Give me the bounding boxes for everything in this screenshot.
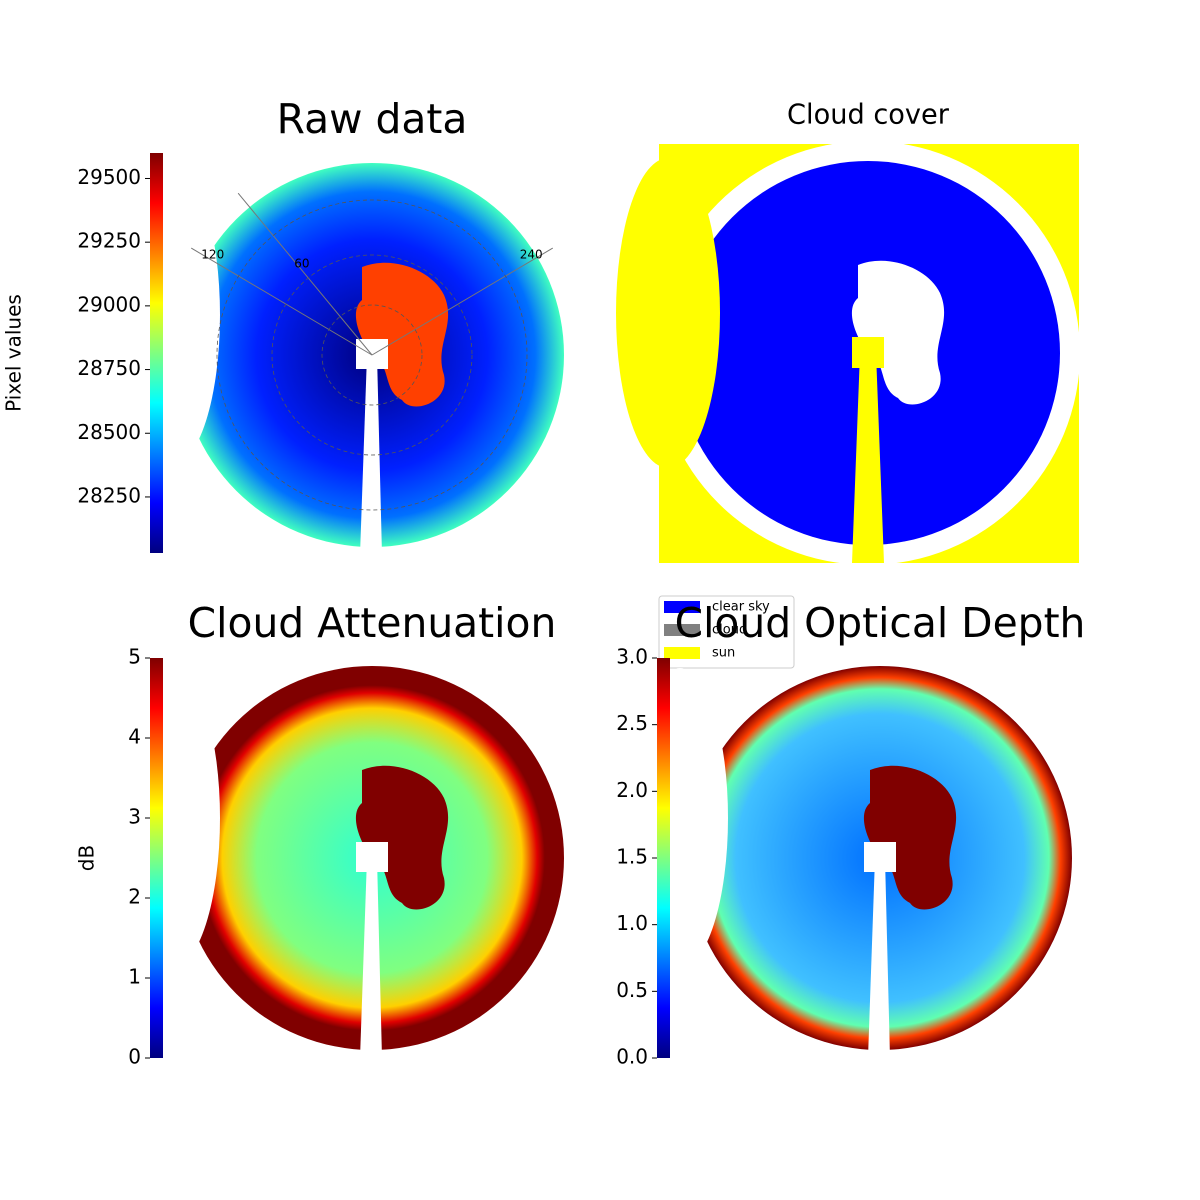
polar-spoke — [371, 247, 554, 356]
polar-spoke — [190, 247, 373, 356]
polar-spoke — [237, 192, 373, 356]
sun-mask — [356, 339, 388, 369]
cloud-region — [355, 262, 449, 407]
colorbar-tick-label: 1.5 — [616, 845, 648, 869]
colorbar-tick-label: 3.0 — [616, 645, 648, 669]
colorbar-tick-label: 2 — [128, 885, 141, 909]
colorbar — [150, 658, 163, 1058]
colorbar-tick-label: 0 — [128, 1045, 141, 1069]
polar-ring — [321, 304, 423, 406]
legend-swatch — [664, 601, 700, 613]
legend-swatch — [664, 624, 700, 636]
panel-title: Cloud Attenuation — [188, 599, 557, 647]
polar-ring — [216, 199, 528, 511]
polar-label: 120 — [201, 247, 224, 261]
image-mask — [616, 158, 720, 468]
colorbar — [150, 153, 163, 553]
colorbar-tick-label: 29000 — [77, 292, 141, 316]
colorbar-tick-label: 0.5 — [616, 978, 648, 1002]
cloud-region — [863, 765, 957, 910]
colorbar-tick-label: 28750 — [77, 356, 141, 380]
shadow-band — [868, 858, 890, 1058]
colorbar-tick-label: 1.0 — [616, 911, 648, 935]
panel-title: Cloud cover — [787, 100, 950, 131]
colorbar-tick-label: 5 — [128, 645, 141, 669]
legend-label: clear sky — [712, 600, 770, 615]
colorbar-label: dB — [75, 845, 99, 871]
legend-label: cloud — [712, 623, 747, 638]
colorbar-tick-label: 29500 — [77, 165, 141, 189]
sun-band — [852, 353, 884, 563]
colorbar-tick-label: 28500 — [77, 420, 141, 444]
legend-swatch — [664, 647, 700, 659]
cloud-region — [355, 765, 449, 910]
colorbar-tick-label: 1 — [128, 965, 141, 989]
panel-title: Cloud Optical Depth — [675, 599, 1086, 647]
panel-title: Raw data — [277, 95, 468, 143]
shadow-band — [360, 858, 382, 1058]
colorbar-tick-label: 4 — [128, 725, 141, 749]
colorbar-label: Pixel values — [2, 294, 26, 412]
sun-mask — [864, 842, 896, 872]
image-mask — [124, 165, 220, 465]
polar-label: 60 — [294, 257, 309, 271]
image-mask — [124, 668, 220, 968]
sun-region — [852, 337, 884, 368]
colorbar-tick-label: 2.0 — [616, 778, 648, 802]
colorbar-tick-label: 2.5 — [616, 711, 648, 735]
colorbar-tick-label: 28250 — [77, 483, 141, 507]
colorbar-tick-label: 3 — [128, 805, 141, 829]
colorbar-tick-label: 0.0 — [616, 1045, 648, 1069]
colorbar-tick-label: 29250 — [77, 229, 141, 253]
cloud-region — [851, 260, 945, 405]
colorbar — [657, 658, 670, 1058]
polar-ring — [271, 254, 473, 456]
image-mask — [632, 668, 728, 968]
sun-mask — [356, 842, 388, 872]
legend-label: sun — [712, 646, 735, 661]
polar-label: 240 — [520, 247, 543, 261]
